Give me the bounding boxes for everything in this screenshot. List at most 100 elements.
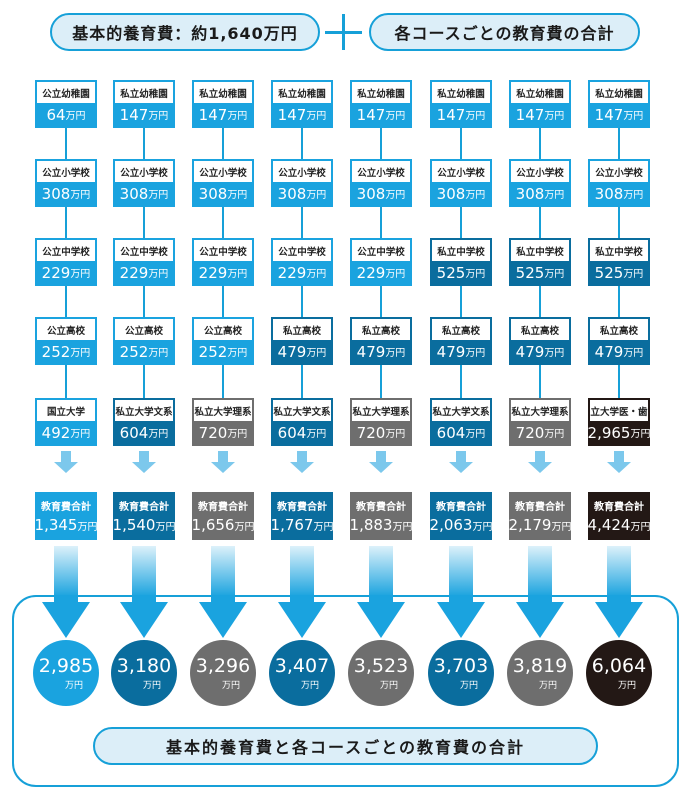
down-arrow-icon bbox=[199, 546, 247, 638]
stage-cost-unit: 万円 bbox=[227, 348, 248, 359]
grand-total-box bbox=[12, 595, 679, 787]
stage-cost-value: 147 bbox=[198, 105, 228, 124]
stage-card: 私立幼稚園 147 万円 bbox=[509, 80, 571, 128]
stage-cost: 147 万円 bbox=[115, 103, 173, 126]
stage-card: 公立幼稚園 64 万円 bbox=[35, 80, 97, 128]
stage-card: 私立高校 479 万円 bbox=[430, 317, 492, 365]
stage-cost: 252 万円 bbox=[194, 340, 252, 363]
education-total-value: 1,767 bbox=[270, 516, 314, 534]
education-total-card: 教育費合計 1,767万円 bbox=[271, 492, 333, 540]
stage-card: 私立幼稚園 147 万円 bbox=[271, 80, 333, 128]
stage-cost-value: 492 bbox=[41, 423, 71, 442]
grand-total-value: 3,407 bbox=[274, 654, 330, 677]
stage-cost-value: 252 bbox=[41, 342, 71, 361]
grand-total-unit: 万円 bbox=[459, 680, 478, 691]
grand-total-title: 基本的養育費と各コースごとの教育費の合計 bbox=[165, 738, 526, 757]
stage-cost: 525 万円 bbox=[432, 261, 490, 284]
stage-label: 公立幼稚園 bbox=[37, 82, 95, 103]
education-total-value: 1,656 bbox=[191, 516, 235, 534]
stage-cost: 308 万円 bbox=[511, 182, 569, 205]
grand-total-unit: 万円 bbox=[300, 680, 319, 691]
grand-total-circle: 3,819 万円 bbox=[507, 640, 573, 706]
stage-cost-unit: 万円 bbox=[385, 190, 406, 201]
down-arrow-icon bbox=[437, 546, 485, 638]
stage-cost-value: 229 bbox=[198, 263, 228, 282]
stage-card: 私立大学文系 604 万円 bbox=[271, 398, 333, 446]
education-total-card: 教育費合計 2,063万円 bbox=[430, 492, 492, 540]
stage-cost-unit: 万円 bbox=[148, 111, 169, 122]
stage-cost: 308 万円 bbox=[590, 182, 648, 205]
grand-total-unit: 万円 bbox=[379, 680, 398, 691]
stage-card: 私立大学理系 720 万円 bbox=[350, 398, 412, 446]
stage-card: 公立小学校 308 万円 bbox=[113, 159, 175, 207]
stage-cost: 525 万円 bbox=[511, 261, 569, 284]
stage-cost-unit: 万円 bbox=[465, 269, 486, 280]
education-total-value: 1,345 bbox=[34, 516, 78, 534]
stage-label: 公立中学校 bbox=[273, 240, 331, 261]
stage-cost-value: 308 bbox=[594, 184, 624, 203]
grand-total-value: 3,703 bbox=[433, 654, 489, 677]
grand-total-circle: 6,064 万円 bbox=[586, 640, 652, 706]
stage-card: 私立幼稚園 147 万円 bbox=[350, 80, 412, 128]
stage-cost: 252 万円 bbox=[37, 340, 95, 363]
stage-label: 私立幼稚園 bbox=[273, 82, 331, 103]
stage-cost: 147 万円 bbox=[590, 103, 648, 126]
stage-label: 私立高校 bbox=[590, 319, 648, 340]
grand-total-value: 3,523 bbox=[353, 654, 409, 677]
education-total-card: 教育費合計 1,345万円 bbox=[35, 492, 97, 540]
stage-cost-value: 479 bbox=[356, 342, 386, 361]
stage-cost: 2,965 万円 bbox=[588, 421, 650, 444]
down-arrow-icon bbox=[278, 546, 326, 638]
stage-label: 公立小学校 bbox=[352, 161, 410, 182]
stage-label: 私立幼稚園 bbox=[590, 82, 648, 103]
stage-cost-value: 604 bbox=[119, 423, 149, 442]
stage-cost-value: 720 bbox=[356, 423, 386, 442]
education-total-card: 教育費合計 2,179万円 bbox=[509, 492, 571, 540]
down-arrow-icon bbox=[607, 451, 631, 473]
grand-total-value: 6,064 bbox=[591, 654, 647, 677]
stage-cost: 479 万円 bbox=[352, 340, 410, 363]
education-total-label: 教育費合計 bbox=[198, 502, 248, 513]
education-total-unit: 万円 bbox=[234, 522, 255, 533]
stage-cost: 479 万円 bbox=[511, 340, 569, 363]
stage-cost: 308 万円 bbox=[115, 182, 173, 205]
stage-cost: 308 万円 bbox=[352, 182, 410, 205]
stage-cost-unit: 万円 bbox=[148, 269, 169, 280]
grand-total-unit: 万円 bbox=[221, 680, 240, 691]
stage-card: 公立中学校 229 万円 bbox=[192, 238, 254, 286]
stage-card: 公立高校 252 万円 bbox=[192, 317, 254, 365]
stage-card: 公立高校 252 万円 bbox=[113, 317, 175, 365]
down-arrow-icon bbox=[369, 451, 393, 473]
stage-cost-value: 229 bbox=[119, 263, 149, 282]
down-arrow-icon bbox=[516, 546, 564, 638]
stage-label: 公立小学校 bbox=[194, 161, 252, 182]
stage-cost-unit: 万円 bbox=[465, 190, 486, 201]
stage-card: 公立小学校 308 万円 bbox=[588, 159, 650, 207]
stage-card: 私立中学校 525 万円 bbox=[509, 238, 571, 286]
stage-cost-unit: 万円 bbox=[148, 190, 169, 201]
stage-cost-unit: 万円 bbox=[544, 429, 565, 440]
stage-card: 私立中学校 525 万円 bbox=[588, 238, 650, 286]
stage-cost-unit: 万円 bbox=[148, 348, 169, 359]
education-total-amount: 1,656万円 bbox=[192, 516, 255, 534]
stage-cost: 252 万円 bbox=[115, 340, 173, 363]
stage-cost-unit: 万円 bbox=[65, 111, 86, 122]
stage-label: 公立小学校 bbox=[273, 161, 331, 182]
stage-cost-unit: 万円 bbox=[70, 190, 91, 201]
stage-cost-unit: 万円 bbox=[227, 429, 248, 440]
down-arrow-icon bbox=[595, 546, 643, 638]
education-total-card: 教育費合計 1,883万円 bbox=[350, 492, 412, 540]
course-total-title: 各コースごとの教育費の合計 bbox=[394, 24, 615, 43]
stage-cost-unit: 万円 bbox=[623, 111, 644, 122]
education-total-label: 教育費合計 bbox=[277, 502, 327, 513]
stage-cost-value: 479 bbox=[436, 342, 466, 361]
stage-label: 私立中学校 bbox=[511, 240, 569, 261]
education-total-card: 教育費合計 4,424万円 bbox=[588, 492, 650, 540]
education-total-value: 1,883 bbox=[349, 516, 393, 534]
stage-label: 私立幼稚園 bbox=[511, 82, 569, 103]
education-total-amount: 4,424万円 bbox=[588, 516, 651, 534]
stage-cost-unit: 万円 bbox=[70, 348, 91, 359]
stage-cost-unit: 万円 bbox=[306, 269, 327, 280]
stage-label: 公立小学校 bbox=[511, 161, 569, 182]
stage-cost-unit: 万円 bbox=[148, 429, 169, 440]
